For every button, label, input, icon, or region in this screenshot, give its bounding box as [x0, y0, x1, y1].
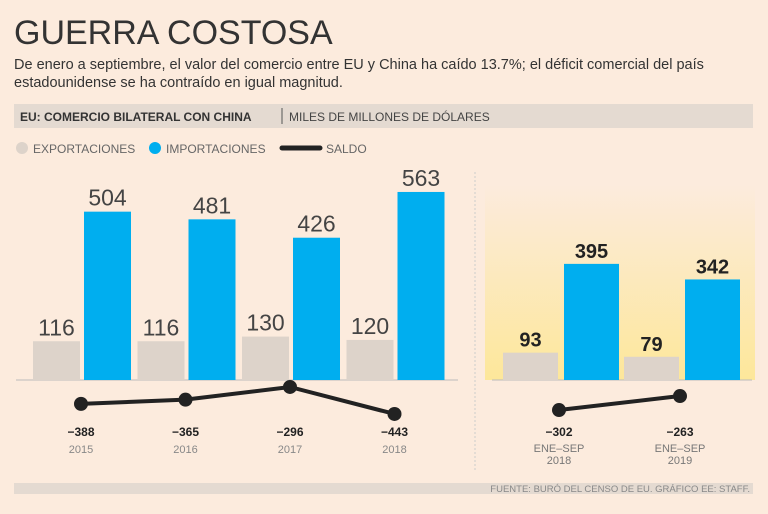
- balance-point: [178, 392, 193, 407]
- legend-label: IMPORTACIONES: [166, 142, 266, 156]
- bar-label: 79: [640, 334, 662, 356]
- title: GUERRA COSTOSA: [14, 14, 333, 52]
- bar-label: 481: [193, 192, 231, 218]
- bar-label: 504: [88, 185, 127, 211]
- balance-point: [283, 379, 297, 394]
- source: FUENTE: BURÓ DEL CENSO DE EU. GRÁFICO EE…: [490, 484, 750, 495]
- category-label: ENE–SEP 2018: [533, 443, 585, 467]
- category-label: 2015: [69, 444, 93, 456]
- category-label: ENE–SEP 2019: [654, 443, 706, 467]
- balance-line: [80, 384, 396, 416]
- balance-point: [552, 403, 566, 418]
- balance-point: [74, 396, 88, 411]
- legend-label: SALDO: [326, 142, 367, 156]
- bar-label: 120: [351, 313, 389, 339]
- bar: [84, 211, 131, 380]
- balance-label: −365: [172, 425, 199, 439]
- legend-swatch: [16, 142, 28, 154]
- bar: [33, 341, 80, 380]
- bar-label: 116: [38, 314, 75, 340]
- source-band: [14, 483, 753, 494]
- band-title: EU: COMERCIO BILATERAL CON CHINA: [20, 110, 252, 124]
- band: [14, 104, 753, 128]
- bar: [503, 352, 558, 380]
- bar-label: 563: [402, 165, 440, 191]
- bar: [346, 339, 394, 380]
- category-label: 2018: [382, 444, 406, 456]
- balance-label: −296: [276, 425, 303, 439]
- balance-line: [558, 394, 681, 413]
- bar: [293, 237, 340, 380]
- legend-label: EXPORTACIONES: [33, 142, 135, 156]
- category-label: 2016: [173, 444, 197, 456]
- bar: [685, 279, 740, 380]
- balance-point: [673, 389, 687, 404]
- balance-point: [387, 406, 402, 421]
- bar-label: 426: [297, 211, 335, 237]
- balance-label: −263: [666, 425, 693, 439]
- bar: [188, 219, 236, 380]
- bar-label: 93: [519, 330, 541, 352]
- bar-label: 342: [696, 256, 729, 278]
- category-label: 2017: [278, 444, 302, 456]
- bar-label: 130: [246, 310, 284, 336]
- bar: [564, 263, 619, 380]
- bar: [624, 356, 679, 380]
- bar-label: 395: [575, 241, 608, 263]
- legend-swatch: [149, 142, 161, 154]
- bar: [242, 336, 289, 380]
- balance-label: −443: [381, 425, 408, 439]
- bar: [137, 341, 185, 380]
- subtitle: De enero a septiembre, el valor del come…: [14, 57, 704, 91]
- subtitle-box: De enero a septiembre, el valor del come…: [14, 57, 704, 91]
- balance-label: −388: [67, 425, 94, 439]
- bar: [397, 191, 445, 380]
- bar-label: 116: [143, 314, 180, 340]
- balance-label: −302: [545, 425, 572, 439]
- band-unit: MILES DE MILLONES DE DÓLARES: [289, 109, 490, 124]
